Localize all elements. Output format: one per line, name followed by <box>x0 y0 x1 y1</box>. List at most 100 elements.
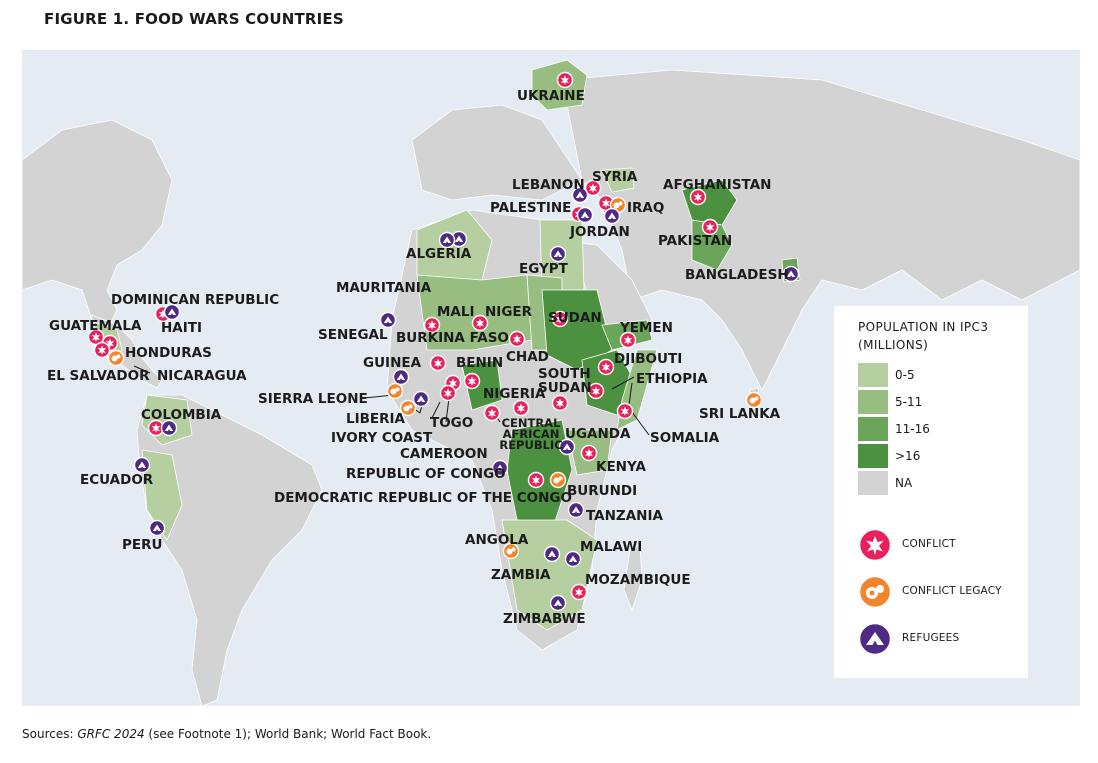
legend-swatch <box>858 390 888 414</box>
legend-marker-label: REFUGEES <box>902 632 960 644</box>
conflict-legacy-icon-nicaragua <box>107 349 125 367</box>
legend: POPULATION IN IPC3 (MILLIONS) 0-5 5-11 1… <box>834 306 1028 678</box>
legend-label: 11-16 <box>895 422 930 436</box>
conflict-icon-chad <box>508 330 526 348</box>
refugees-icon-peru <box>148 519 166 537</box>
legend-label: NA <box>895 476 913 490</box>
sources-italic: GRFC 2024 <box>77 727 145 741</box>
refugees-icon-zimbabwe <box>549 594 567 612</box>
label-ethiopia: ETHIOPIA <box>636 371 708 387</box>
legend-label: 5-11 <box>895 395 923 409</box>
refugees-icon-ivory-coast <box>412 390 430 408</box>
label-ukraine: UKRAINE <box>517 88 585 104</box>
label-niger: NIGER <box>485 304 533 320</box>
label-afghanistan: AFGHANISTAN <box>663 177 772 193</box>
refugees-icon-jordan <box>603 207 621 225</box>
conflict-icon-djibouti <box>597 358 615 376</box>
label-south-sudan-1: SOUTH <box>538 366 591 382</box>
label-yemen: YEMEN <box>620 320 673 336</box>
label-colombia: COLOMBIA <box>141 407 222 423</box>
label-somalia: SOMALIA <box>650 430 720 446</box>
refugees-icon-zambia <box>543 545 561 563</box>
label-malawi: MALAWI <box>580 539 643 555</box>
sources-prefix: Sources: <box>22 727 78 741</box>
conflict-icon-car <box>512 399 530 417</box>
label-jordan: JORDAN <box>570 224 630 240</box>
label-egypt: EGYPT <box>519 261 568 277</box>
conflict-icon-el-salvador <box>93 341 111 359</box>
label-nigeria: NIGERIA <box>483 386 546 402</box>
label-senegal: SENEGAL <box>318 327 388 343</box>
label-sri-lanka: SRI LANKA <box>699 406 781 422</box>
label-haiti: HAITI <box>161 320 203 336</box>
label-tanzania: TANZANIA <box>586 508 663 524</box>
label-car-1: CENTRAL <box>501 416 561 430</box>
legend-marker-label: CONFLICT LEGACY <box>902 585 1002 597</box>
label-kenya: KENYA <box>596 459 646 475</box>
region-southern-africa <box>501 519 598 631</box>
region-syria <box>601 167 635 193</box>
label-guinea: GUINEA <box>363 355 422 371</box>
label-angola: ANGOLA <box>465 532 529 548</box>
refugees-icon-egypt <box>549 245 567 263</box>
madagascar-land <box>623 544 643 612</box>
legend-label: >16 <box>895 449 921 463</box>
legend-swatch <box>858 444 888 468</box>
label-cameroon: CAMEROON <box>400 446 488 462</box>
legend-label: 0-5 <box>895 368 915 382</box>
refugees-icon <box>858 622 892 656</box>
conflict-icon-burkina-faso <box>429 354 447 372</box>
legend-swatch <box>858 471 888 495</box>
legend-title-line2: (MILLIONS) <box>858 338 929 352</box>
region-nigeria <box>461 359 503 411</box>
label-chad: CHAD <box>506 349 549 365</box>
conflict-legacy-icon <box>858 575 892 609</box>
label-djibouti: DJIBOUTI <box>614 351 683 367</box>
label-benin: BENIN <box>456 355 504 371</box>
legend-marker-label: CONFLICT <box>902 538 956 550</box>
label-dominican-republic: DOMINICAN REPUBLIC <box>111 292 280 308</box>
conflict-icon <box>858 528 892 562</box>
conflict-icon-drc <box>527 471 545 489</box>
label-bangladesh: BANGLADESH <box>685 267 789 283</box>
label-burkina-faso: BURKINA FASO <box>396 330 509 346</box>
conflict-icon-south-sudan <box>551 394 569 412</box>
refugees-icon-mauritania <box>379 311 397 329</box>
label-car-2: AFRICAN <box>502 427 560 441</box>
label-ecuador: ECUADOR <box>80 472 154 488</box>
label-el-salvador: EL SALVADOR <box>47 368 150 384</box>
label-burundi: BURUNDI <box>567 483 638 499</box>
north-america-land <box>22 119 173 331</box>
label-pakistan: PAKISTAN <box>658 233 733 249</box>
label-car-3: REPUBLIC <box>499 438 563 452</box>
label-peru: PERU <box>122 537 163 553</box>
label-nicaragua: NICARAGUA <box>157 368 247 384</box>
legend-title-line1: POPULATION IN IPC3 <box>858 320 989 334</box>
conflict-icon-somalia <box>616 402 634 420</box>
conflict-icon-togo <box>439 384 457 402</box>
label-liberia: LIBERIA <box>346 411 406 427</box>
label-iraq: IRAQ <box>627 200 665 216</box>
south-america-land <box>136 394 323 706</box>
figure-title: FIGURE 1. FOOD WARS COUNTRIES <box>44 10 344 28</box>
conflict-icon-ukraine <box>556 71 574 89</box>
label-uganda: UGANDA <box>565 426 631 442</box>
refugees-icon-palestine <box>576 206 594 224</box>
legend-swatch <box>858 363 888 387</box>
label-sudan: SUDAN <box>548 310 602 326</box>
label-syria: SYRIA <box>592 169 638 185</box>
label-ivory-coast: IVORY COAST <box>331 430 433 446</box>
refugees-icon-ecuador <box>133 456 151 474</box>
label-mauritania: MAURITANIA <box>336 280 432 296</box>
label-zimbabwe: ZIMBABWE <box>503 611 586 627</box>
legend-title: POPULATION IN IPC3 (MILLIONS) <box>858 318 988 354</box>
conflict-icon-nigeria <box>463 372 481 390</box>
label-algeria: ALGERIA <box>406 246 472 262</box>
label-south-sudan-2: SUDAN <box>538 380 592 396</box>
sources-note: Sources: GRFC 2024 (see Footnote 1); Wor… <box>22 727 431 741</box>
label-rep-congo: REPUBLIC OF CONGO <box>346 466 506 482</box>
label-mozambique: MOZAMBIQUE <box>585 572 691 588</box>
label-guatemala: GUATEMALA <box>49 318 142 334</box>
label-honduras: HONDURAS <box>125 345 212 361</box>
label-zambia: ZAMBIA <box>491 567 551 583</box>
